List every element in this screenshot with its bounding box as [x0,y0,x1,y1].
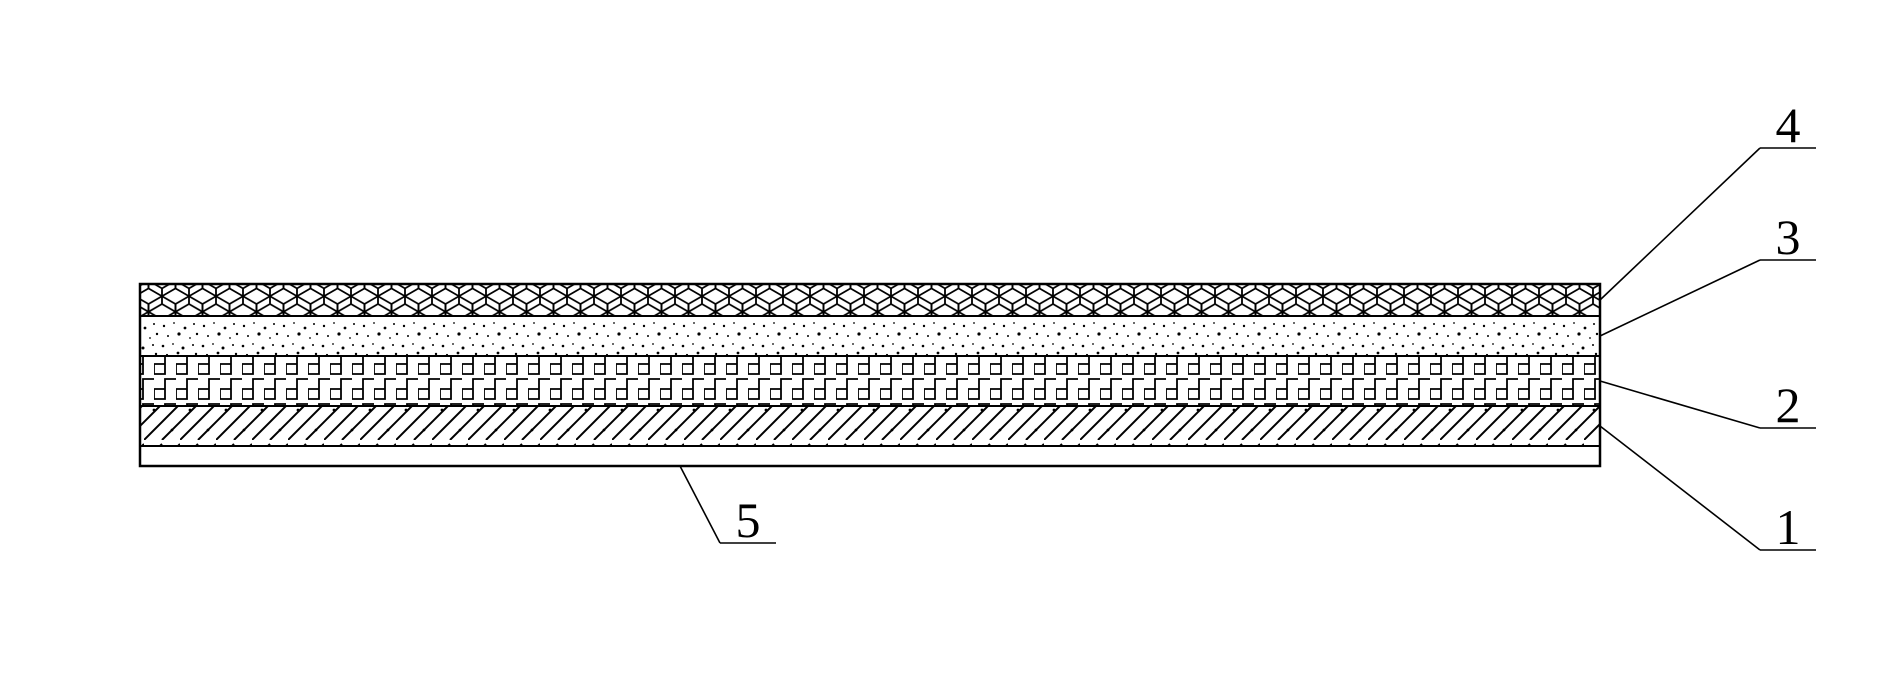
leader-3 [1600,260,1760,336]
cross-section-diagram: 5 1 2 3 4 [0,0,1890,680]
leader-1 [1600,426,1760,550]
layer-3 [140,316,1600,356]
leader-4 [1600,148,1760,300]
leader-2 [1600,381,1760,428]
layer-4 [140,284,1600,316]
label-2: 2 [1776,377,1801,433]
leader-5 [680,466,720,543]
layer-5 [140,446,1600,466]
layer-2 [140,356,1600,406]
label-4: 4 [1776,97,1801,153]
label-5: 5 [736,492,761,548]
layer-1 [140,406,1600,446]
label-1: 1 [1776,499,1801,555]
label-3: 3 [1776,209,1801,265]
